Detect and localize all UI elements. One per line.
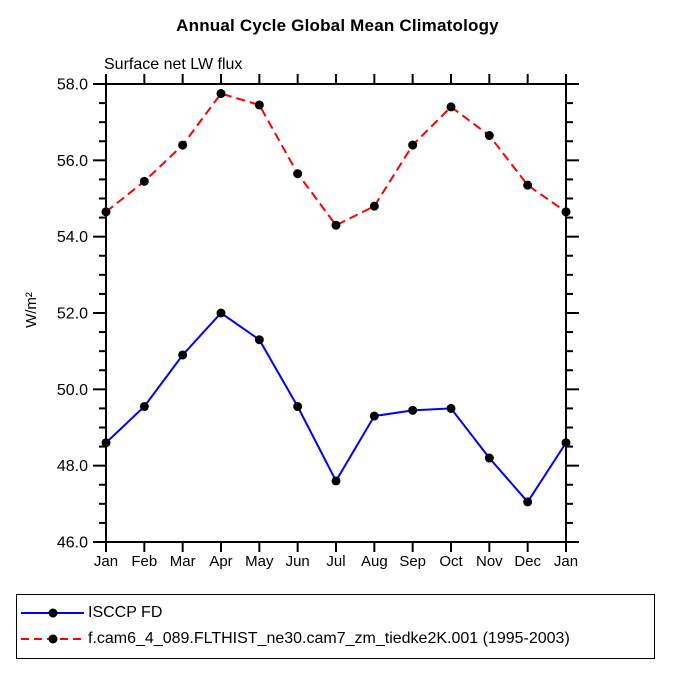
legend: ISCCP FD f.cam6_4_089.FLTHIST_ne30.cam7_…: [16, 594, 655, 659]
svg-text:50.0: 50.0: [57, 382, 88, 399]
svg-text:Jul: Jul: [326, 553, 345, 570]
chart-subtitle: Surface net LW flux: [104, 56, 243, 73]
svg-text:Apr: Apr: [209, 553, 232, 570]
svg-text:58.0: 58.0: [57, 77, 88, 94]
svg-text:56.0: 56.0: [57, 153, 88, 170]
svg-text:52.0: 52.0: [57, 306, 88, 323]
svg-text:Dec: Dec: [514, 553, 541, 570]
legend-label: ISCCP FD: [88, 604, 163, 621]
legend-item-isccp: ISCCP FD: [17, 600, 654, 626]
svg-text:Mar: Mar: [170, 553, 196, 570]
svg-text:54.0: 54.0: [57, 229, 88, 246]
svg-text:May: May: [245, 553, 274, 570]
svg-text:48.0: 48.0: [57, 458, 88, 475]
legend-line-sample-dashed-icon: [21, 634, 84, 644]
svg-text:Nov: Nov: [476, 553, 503, 570]
svg-text:Aug: Aug: [361, 553, 388, 570]
chart-title: Annual Cycle Global Mean Climatology: [176, 16, 499, 35]
legend-line-sample-solid-icon: [21, 608, 84, 618]
series-1: [101, 89, 571, 230]
legend-label: f.cam6_4_089.FLTHIST_ne30.cam7_zm_tiedke…: [88, 630, 570, 647]
series-0: [101, 308, 571, 507]
svg-text:Sep: Sep: [399, 553, 426, 570]
svg-text:Jun: Jun: [286, 553, 310, 570]
svg-text:Jan: Jan: [554, 553, 578, 570]
svg-text:46.0: 46.0: [57, 535, 88, 552]
legend-item-model: f.cam6_4_089.FLTHIST_ne30.cam7_zm_tiedke…: [17, 626, 654, 652]
svg-text:Feb: Feb: [131, 553, 157, 570]
svg-text:Oct: Oct: [439, 553, 463, 570]
svg-text:Jan: Jan: [94, 553, 118, 570]
